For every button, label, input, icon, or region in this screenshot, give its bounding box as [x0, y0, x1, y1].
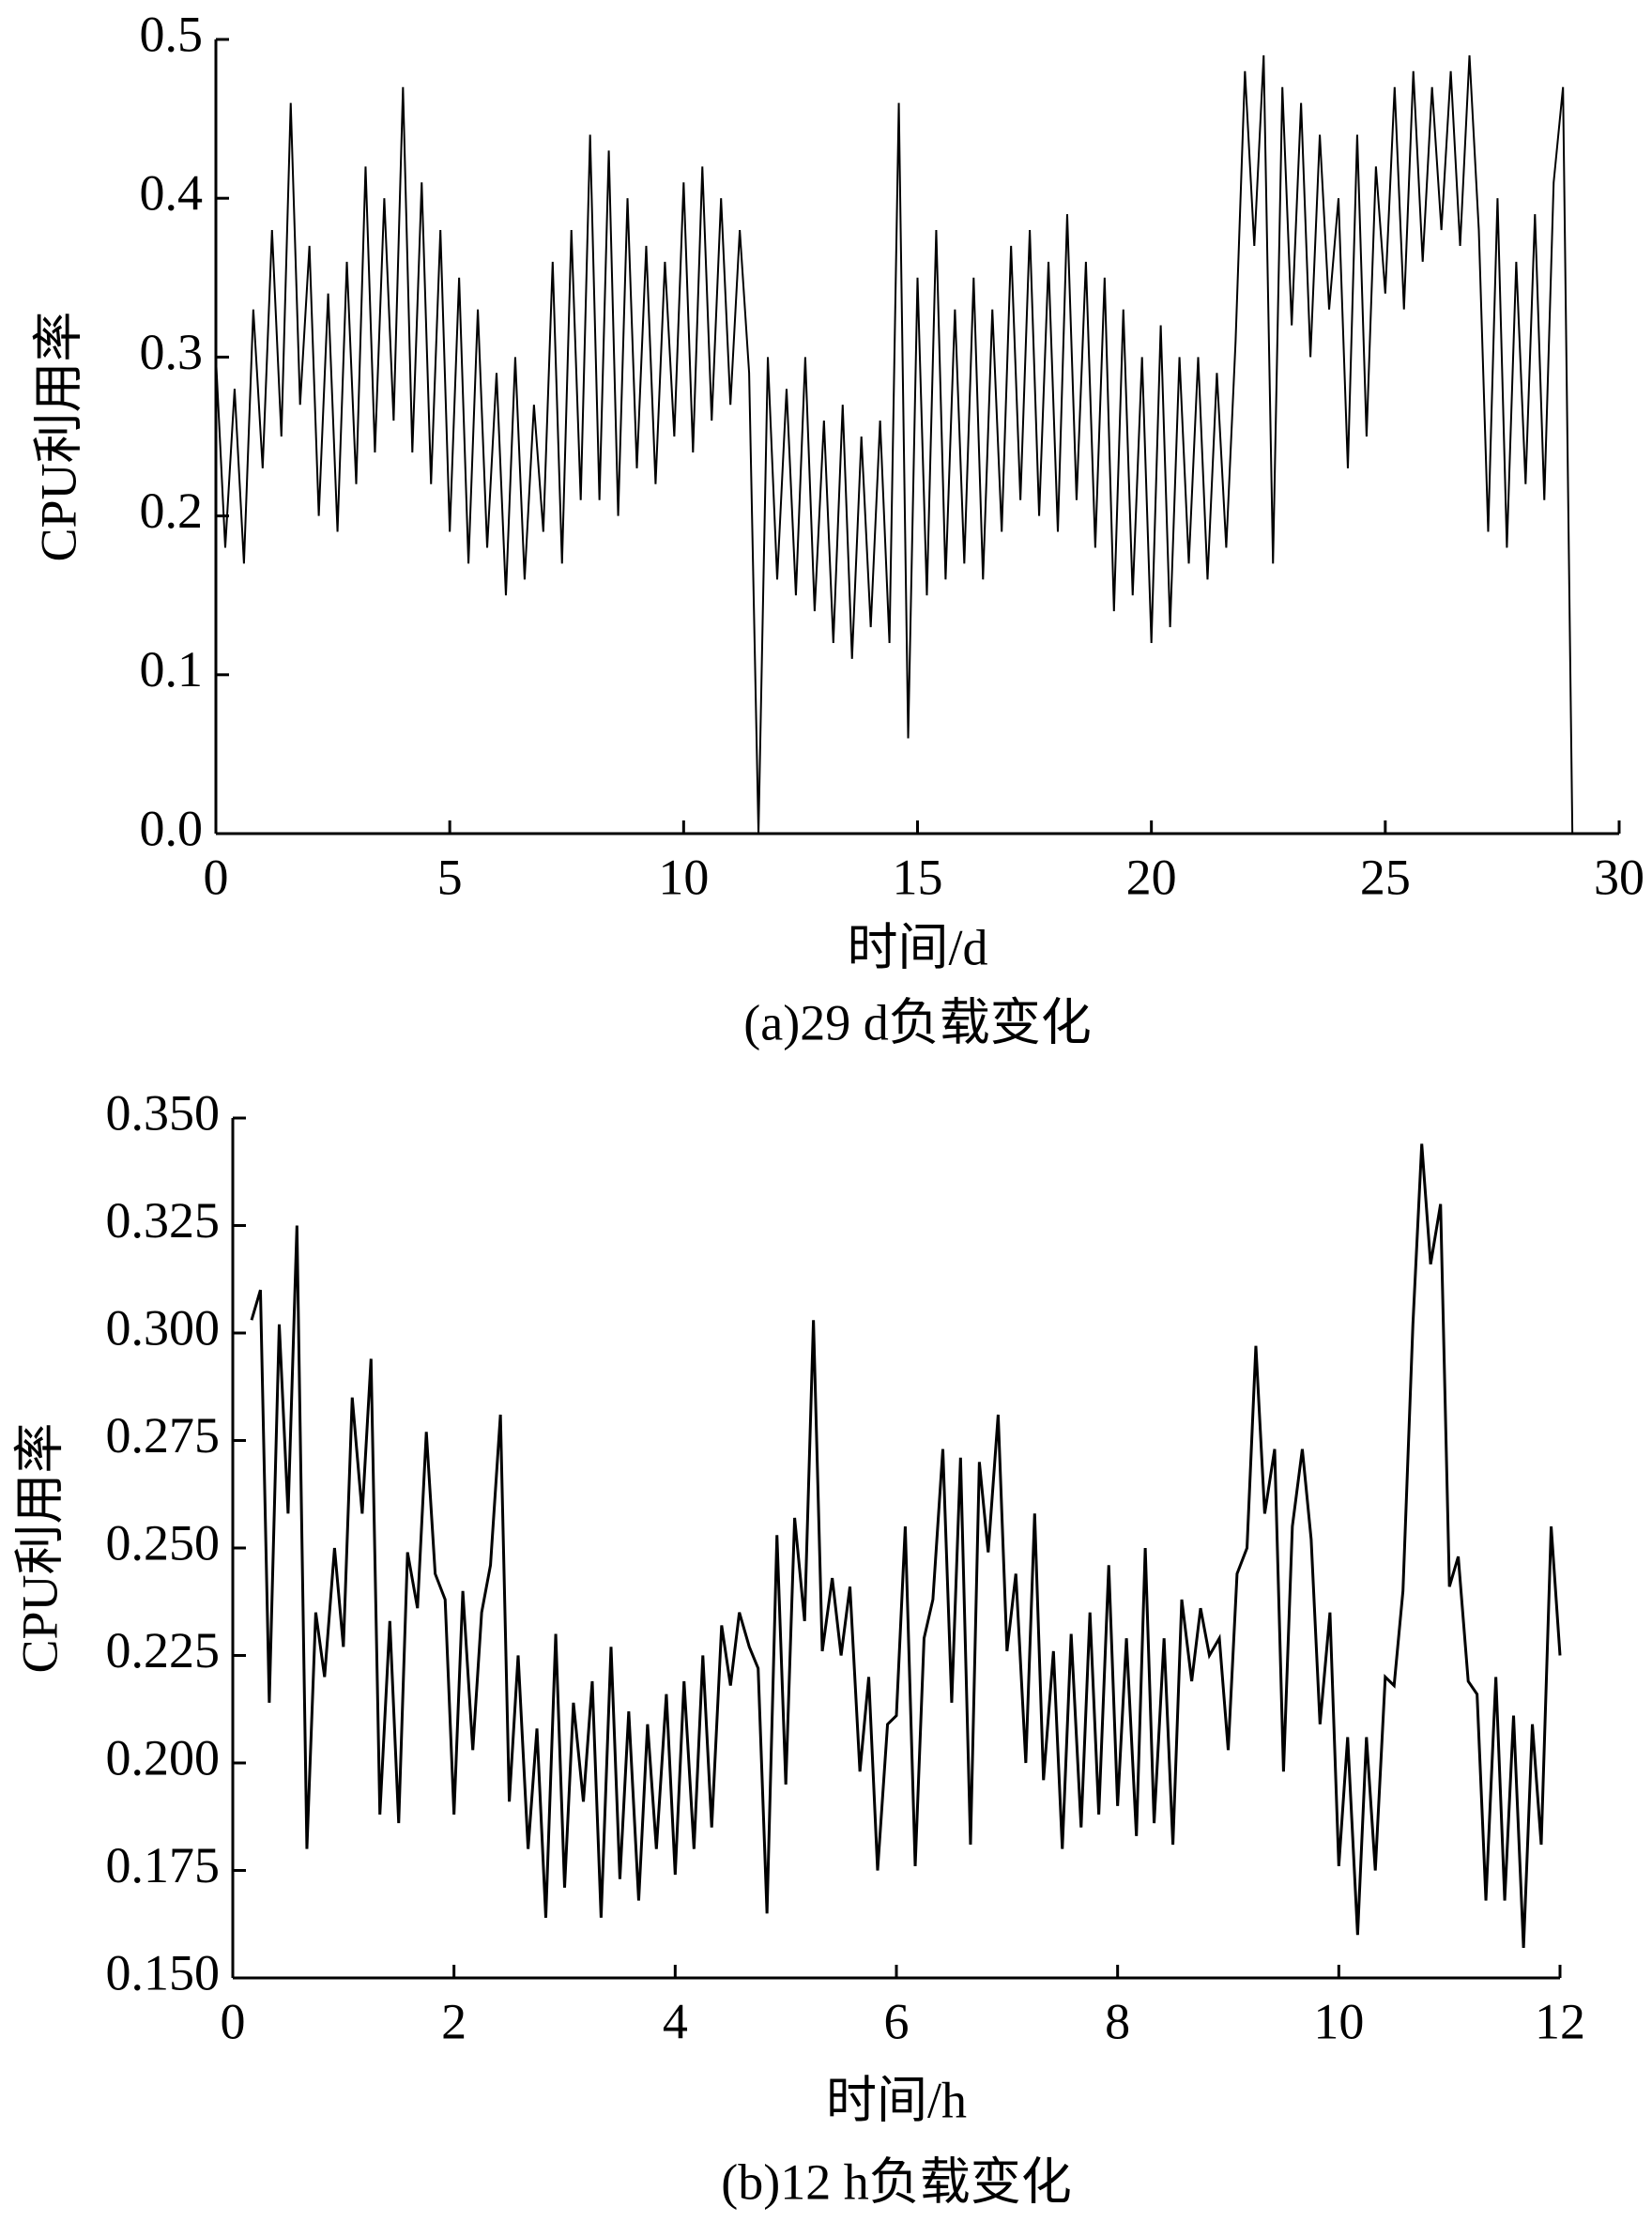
x-axis-title: 时间/d — [847, 919, 987, 975]
x-tick-label: 12 — [1535, 1993, 1585, 2049]
x-axis-title: 时间/h — [826, 2072, 967, 2128]
y-tick-label: 0.325 — [106, 1192, 221, 1249]
caption: (b)12 h负载变化 — [721, 2153, 1071, 2210]
x-tick-label: 0 — [204, 849, 229, 905]
x-tick-label: 4 — [663, 1993, 688, 2049]
x-tick-label: 15 — [893, 849, 943, 905]
y-tick-label: 0.350 — [106, 1084, 221, 1141]
y-tick-label: 0.250 — [106, 1514, 221, 1571]
y-tick-label: 0.150 — [106, 1944, 221, 2000]
x-tick-label: 6 — [884, 1993, 910, 2049]
x-tick-label: 25 — [1360, 849, 1411, 905]
x-tick-label: 10 — [1313, 1993, 1364, 2049]
x-tick-label: 0 — [221, 1993, 246, 2049]
caption: (a)29 d负载变化 — [743, 994, 1091, 1050]
y-tick-label: 0.3 — [140, 324, 204, 380]
y-tick-label: 0.175 — [106, 1837, 221, 1893]
y-tick-label: 0.4 — [140, 165, 204, 222]
y-tick-label: 0.5 — [140, 6, 204, 62]
y-axis-title: CPU利用率 — [11, 1422, 68, 1673]
x-tick-label: 10 — [658, 849, 709, 905]
y-tick-label: 0.300 — [106, 1299, 221, 1356]
x-tick-label: 8 — [1105, 1993, 1130, 2049]
y-tick-label: 0.2 — [140, 483, 204, 539]
y-axis-title: CPU利用率 — [30, 311, 86, 561]
y-tick-label: 0.0 — [140, 800, 204, 856]
data-line — [215, 54, 1574, 835]
y-tick-label: 0.200 — [106, 1729, 221, 1785]
y-tick-label: 0.1 — [140, 641, 204, 697]
y-tick-label: 0.225 — [106, 1622, 221, 1678]
x-tick-label: 20 — [1126, 849, 1177, 905]
x-tick-label: 5 — [437, 849, 463, 905]
x-tick-label: 2 — [441, 1993, 467, 2049]
data-line — [250, 1143, 1562, 1949]
x-tick-label: 30 — [1594, 849, 1644, 905]
y-tick-label: 0.275 — [106, 1407, 221, 1463]
